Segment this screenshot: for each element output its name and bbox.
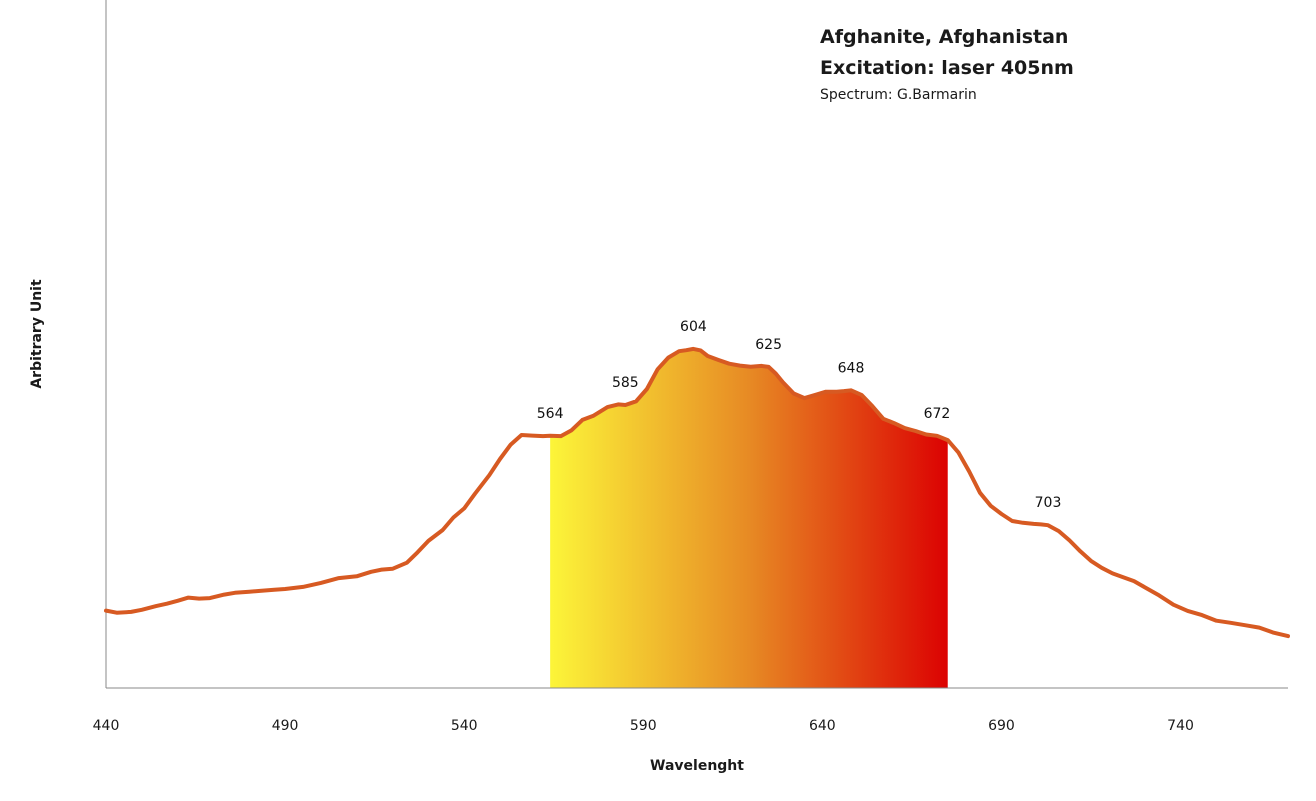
- x-tick-label: 690: [988, 718, 1015, 734]
- chart-credit: Spectrum: G.Barmarin: [820, 87, 977, 103]
- x-tick-label: 490: [272, 718, 299, 734]
- spectrum-line: [104, 346, 1290, 639]
- peak-label: 625: [755, 337, 782, 353]
- peak-label: 604: [680, 319, 707, 335]
- plot-area: 440 490 540 590 640 690 740 564 585 604 625 648 672 7…: [93, 0, 1290, 734]
- x-tick-label: 590: [630, 718, 657, 734]
- y-axis-label: Arbitrary Unit: [29, 279, 45, 389]
- x-tick-label: 640: [809, 718, 836, 734]
- chart-title-block: Afghanite, Afghanistan Excitation: laser…: [820, 22, 1074, 106]
- peak-label: 648: [838, 360, 865, 376]
- peak-label: 585: [612, 375, 639, 391]
- peak-label: 564: [537, 406, 564, 422]
- x-axis-label: Wavelenght: [650, 758, 744, 774]
- x-tick-label: 540: [451, 718, 478, 734]
- x-tick-label: 740: [1167, 718, 1194, 734]
- highlight-band: [550, 348, 948, 688]
- peak-label: 703: [1035, 495, 1062, 511]
- chart-title: Afghanite, Afghanistan: [820, 26, 1069, 48]
- chart-subtitle: Excitation: laser 405nm: [820, 57, 1074, 79]
- x-tick-label: 440: [93, 718, 120, 734]
- peak-label: 672: [924, 406, 951, 422]
